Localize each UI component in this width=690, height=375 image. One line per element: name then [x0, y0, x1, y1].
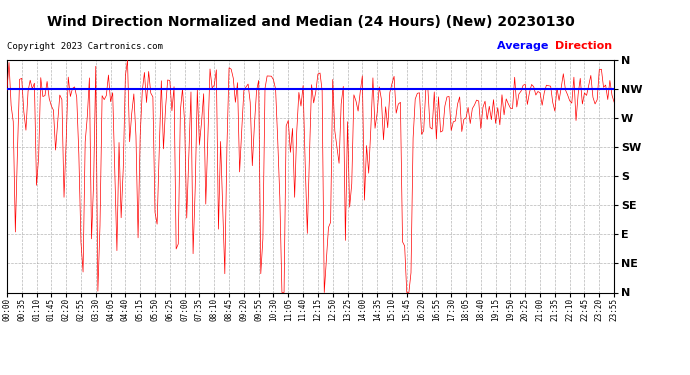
- Text: Wind Direction Normalized and Median (24 Hours) (New) 20230130: Wind Direction Normalized and Median (24…: [47, 15, 574, 29]
- Text: Direction: Direction: [555, 40, 613, 51]
- Text: Copyright 2023 Cartronics.com: Copyright 2023 Cartronics.com: [7, 42, 163, 51]
- Text: Average: Average: [497, 40, 552, 51]
